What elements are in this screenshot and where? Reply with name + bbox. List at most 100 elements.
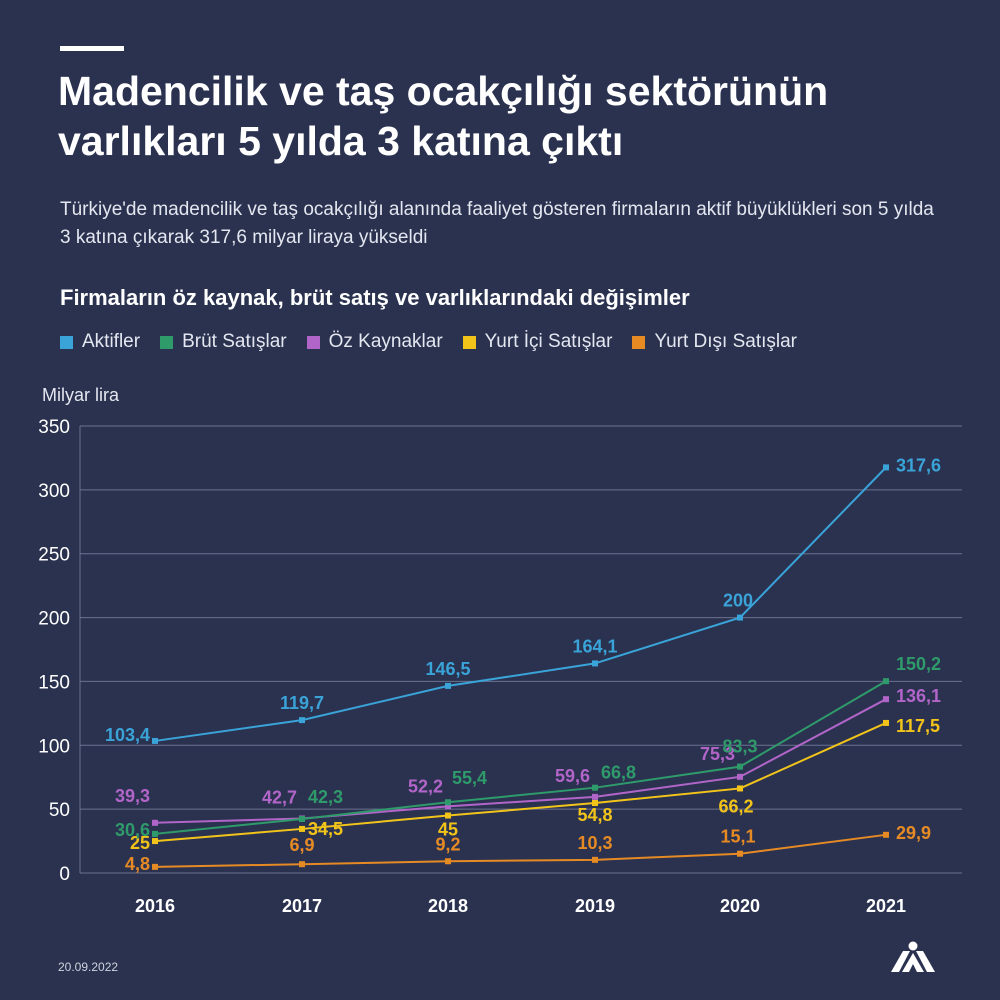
data-label: 52,2 (408, 776, 443, 796)
x-tick-label: 2021 (866, 896, 906, 916)
data-label: 42,3 (308, 787, 343, 807)
y-tick-label: 0 (59, 864, 70, 885)
data-label: 34,5 (308, 819, 343, 839)
data-label: 9,2 (435, 834, 460, 854)
series-line (154, 680, 887, 835)
data-label: 55,4 (452, 768, 487, 788)
data-label: 83,3 (722, 737, 757, 757)
data-point (299, 861, 305, 868)
y-tick-label: 300 (38, 481, 70, 502)
data-label: 75,3 (700, 744, 735, 764)
data-point (152, 830, 158, 837)
data-label: 117,5 (896, 716, 940, 736)
data-label: 25 (130, 833, 150, 853)
series-points (152, 464, 889, 870)
data-label: 119,7 (280, 693, 324, 713)
legend-swatch (306, 335, 320, 349)
data-label: 30,6 (115, 820, 150, 840)
data-label: 103,4 (105, 725, 150, 745)
data-label: 66,2 (718, 796, 753, 816)
x-tick-label: 2020 (720, 896, 760, 916)
legend-swatch (462, 335, 476, 349)
data-label: 164,1 (572, 636, 617, 656)
data-point (592, 660, 598, 667)
y-axis-ticks: 0 50 100 150 200 250 300 350 (38, 417, 70, 885)
data-point (445, 803, 451, 810)
legend-item-aktifler: Aktifler (60, 331, 140, 353)
data-point (299, 815, 305, 822)
data-point (299, 825, 305, 832)
legend-label: Brüt Satışlar (182, 331, 287, 352)
data-point (445, 858, 451, 865)
data-label: 4,8 (125, 854, 150, 874)
legend-label: Yurt İçi Satışlar (484, 331, 613, 352)
data-label: 200 (723, 591, 753, 611)
data-point (445, 799, 451, 806)
data-point (445, 682, 451, 689)
legend-swatch (160, 335, 174, 349)
x-axis-ticks: 2016 2017 2018 2019 2020 2021 (135, 896, 906, 916)
y-tick-label: 100 (38, 736, 70, 757)
data-label: 39,3 (115, 786, 150, 806)
data-point (737, 785, 743, 792)
data-label: 59,6 (555, 766, 590, 786)
data-point (592, 856, 598, 863)
data-point (737, 763, 743, 770)
aa-logo-icon (891, 941, 935, 972)
chart-grid (79, 425, 962, 874)
series-lines (154, 466, 887, 868)
data-point (883, 678, 889, 685)
data-point (883, 464, 889, 471)
data-label: 54,8 (577, 805, 612, 825)
legend-item-brut-satislar: Brüt Satışlar (160, 331, 287, 353)
y-tick-label: 350 (38, 417, 70, 438)
data-label: 6,9 (289, 835, 314, 855)
data-point (152, 737, 158, 744)
y-axis-label: Milyar lira (42, 385, 120, 405)
data-point (883, 696, 889, 703)
x-tick-label: 2018 (428, 896, 468, 916)
x-tick-label: 2016 (135, 896, 175, 916)
data-label: 66,8 (601, 763, 636, 783)
data-point (299, 717, 305, 724)
data-label: 29,9 (896, 823, 931, 843)
series-line (154, 833, 887, 868)
page-title: Madencilik ve taş ocakçılığı sektörünün … (58, 68, 829, 164)
data-point (152, 838, 158, 845)
publish-date: 20.09.2022 (58, 960, 119, 974)
series-line (154, 722, 887, 843)
legend-swatch (632, 335, 646, 349)
data-point (737, 614, 743, 621)
data-label: 150,2 (896, 654, 941, 674)
legend-label: Öz Kaynaklar (328, 331, 443, 352)
series-line (154, 466, 887, 742)
series-line (154, 698, 887, 824)
data-point (592, 784, 598, 791)
data-point (445, 812, 451, 819)
data-point (737, 773, 743, 780)
data-point (737, 850, 743, 857)
data-point (152, 819, 158, 826)
data-label: 317,6 (896, 455, 941, 475)
chart-title: Firmaların öz kaynak, brüt satış ve varl… (60, 285, 690, 310)
data-label: 136,1 (896, 686, 941, 706)
y-tick-label: 200 (38, 609, 70, 630)
legend-swatch (60, 335, 73, 349)
chart-legend: Aktifler Brüt Satışlar Öz Kaynaklar Yurt… (60, 331, 797, 353)
data-point (152, 863, 158, 870)
legend-label: Aktifler (82, 331, 141, 352)
data-label: 10,3 (577, 833, 612, 853)
legend-item-yurt-ici-satislar: Yurt İçi Satışlar (462, 331, 613, 353)
legend-item-yurt-disi-satislar: Yurt Dışı Satışlar (632, 331, 797, 353)
x-tick-label: 2017 (282, 896, 322, 916)
data-labels: 4,8 6,9 9,2 10,3 15,1 29,9 25 34,5 45 54,8 66,2 117… (105, 455, 941, 873)
legend-item-oz-kaynaklar: Öz Kaynaklar (306, 331, 443, 353)
y-tick-label: 50 (49, 800, 70, 821)
data-label: 15,1 (720, 827, 755, 847)
data-label: 146,5 (425, 659, 470, 679)
y-tick-label: 150 (38, 672, 70, 693)
data-label: 42,7 (262, 787, 297, 807)
data-point (883, 831, 889, 838)
title-accent-bar (60, 46, 124, 51)
page-subtitle: Türkiye'de madencilik ve taş ocakçılığı … (60, 199, 934, 248)
